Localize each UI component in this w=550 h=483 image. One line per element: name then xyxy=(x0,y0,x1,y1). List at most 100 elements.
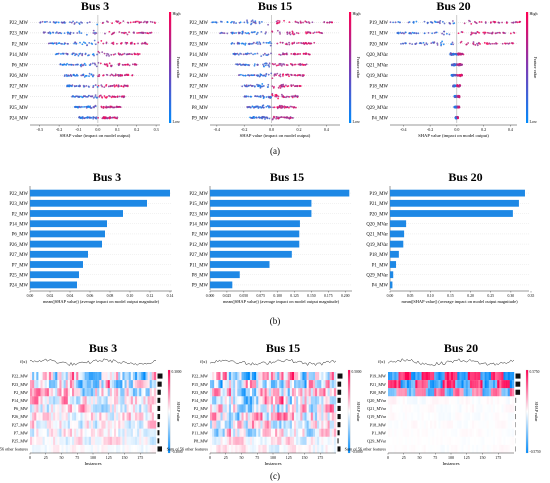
heatmap-cell xyxy=(421,412,424,421)
shap-point xyxy=(150,31,153,34)
heatmap-cell xyxy=(415,388,418,397)
shap-point xyxy=(147,32,150,35)
heatmap-cell xyxy=(30,436,33,445)
shap-point xyxy=(270,72,273,75)
shap-point xyxy=(408,21,411,23)
importance-bar xyxy=(337,430,340,436)
heatmap-cell xyxy=(283,436,286,445)
heatmap-cell xyxy=(214,388,217,397)
shap-point xyxy=(246,105,249,108)
heatmap-cell xyxy=(306,420,309,429)
heatmap-cell xyxy=(231,444,234,454)
heatmap-cell xyxy=(40,428,43,437)
heatmap-cell xyxy=(109,412,113,421)
heatmap-cell xyxy=(417,428,420,437)
heatmap-cell xyxy=(319,380,322,389)
heatmap-cell xyxy=(417,412,420,421)
heatmap-cell xyxy=(455,404,458,413)
heatmap-cell xyxy=(325,388,328,397)
heatmap-cell xyxy=(308,420,311,429)
heatmap-cell xyxy=(38,380,41,389)
heatmap-cell xyxy=(467,436,471,445)
shap-point xyxy=(94,94,97,97)
heatmap-cell xyxy=(44,388,47,397)
heatmap-cell xyxy=(149,372,152,381)
x-tick-label: 125 xyxy=(286,455,292,460)
shap-point xyxy=(269,44,272,47)
shap-point xyxy=(292,84,295,87)
heatmap-cell xyxy=(317,428,320,437)
heatmap-cell xyxy=(476,372,479,381)
heatmap-cell xyxy=(417,420,420,429)
heatmap-cell xyxy=(402,436,405,445)
heatmap-cell xyxy=(480,436,483,445)
heatmap-cell xyxy=(107,436,110,445)
heatmap-cell xyxy=(149,412,152,421)
shap-point xyxy=(251,84,253,87)
x-tick-label: 50 xyxy=(240,455,244,460)
shap-point xyxy=(94,43,97,46)
shap-point xyxy=(502,31,505,34)
heatmap-cell xyxy=(67,444,71,454)
heatmap-row-label: Q20_MVar xyxy=(367,398,386,403)
shap-point xyxy=(117,20,120,23)
colorbar-top-label: 0.5000 xyxy=(352,370,362,374)
shap-point xyxy=(443,22,446,25)
heatmap-cell xyxy=(507,404,510,413)
shap-point xyxy=(266,104,269,107)
heatmap-cell xyxy=(149,380,152,389)
heatmap-cell xyxy=(88,396,92,405)
heatmap-cell xyxy=(63,444,66,454)
bar xyxy=(390,281,393,289)
x-tick-label: 100 xyxy=(448,455,454,460)
shap-point xyxy=(108,117,111,120)
heatmap-cell xyxy=(442,396,445,405)
shap-point xyxy=(82,41,85,44)
heatmap-cell xyxy=(448,396,452,405)
heatmap-cell xyxy=(415,412,418,421)
heatmap-cell xyxy=(241,420,244,429)
chart-title: Bus 3 xyxy=(81,0,109,13)
heatmap-cell xyxy=(394,404,397,413)
feature-label: P19_MW xyxy=(369,21,388,26)
heatmap-cell xyxy=(472,420,475,429)
heatmap-cell xyxy=(84,404,87,413)
heatmap-row-label: P27_MW xyxy=(12,422,28,427)
shap-point xyxy=(258,116,261,119)
heatmap-cell xyxy=(333,372,337,381)
heatmap-cell xyxy=(497,444,500,454)
heatmap-cell xyxy=(153,428,157,437)
heatmap-cell xyxy=(451,412,454,421)
shap-point xyxy=(94,117,97,120)
heatmap-cell xyxy=(486,372,489,381)
heatmap-cell xyxy=(226,412,230,421)
heatmap-cell xyxy=(132,388,136,397)
heatmap-cell xyxy=(497,396,500,405)
heatmap-cell xyxy=(141,412,144,421)
heatmap-cell xyxy=(505,436,508,445)
heatmap-cell xyxy=(404,444,408,454)
heatmap-cell xyxy=(315,412,318,421)
heatmap-cell xyxy=(467,444,471,454)
heatmap-cell xyxy=(224,380,227,389)
shap-point xyxy=(436,44,439,46)
shap-point xyxy=(83,76,86,78)
heatmap-cell xyxy=(67,436,71,445)
heatmap-cell xyxy=(476,404,479,413)
heatmap-cell xyxy=(103,420,106,429)
heatmap-cell xyxy=(396,396,399,405)
heatmap-cell xyxy=(310,372,314,381)
heatmap-cell xyxy=(46,444,50,454)
heatmap-cell xyxy=(95,428,98,437)
heatmap-cell xyxy=(224,372,227,381)
shap-point xyxy=(280,64,283,67)
shap-point xyxy=(313,41,316,44)
heatmap-cell xyxy=(398,436,401,445)
feature-label: P8_MW xyxy=(192,106,209,111)
heatmap-cell xyxy=(212,412,215,421)
panel-label-c: (c) xyxy=(270,471,280,481)
beeswarm-bus-3: Bus 3P22_MWP23_MWP2_MWP14_MWP6_MWP26_MWP… xyxy=(9,0,181,138)
heatmap-cell xyxy=(406,420,410,429)
heatmap-cell xyxy=(135,388,138,397)
heatmap-cell xyxy=(430,396,433,405)
